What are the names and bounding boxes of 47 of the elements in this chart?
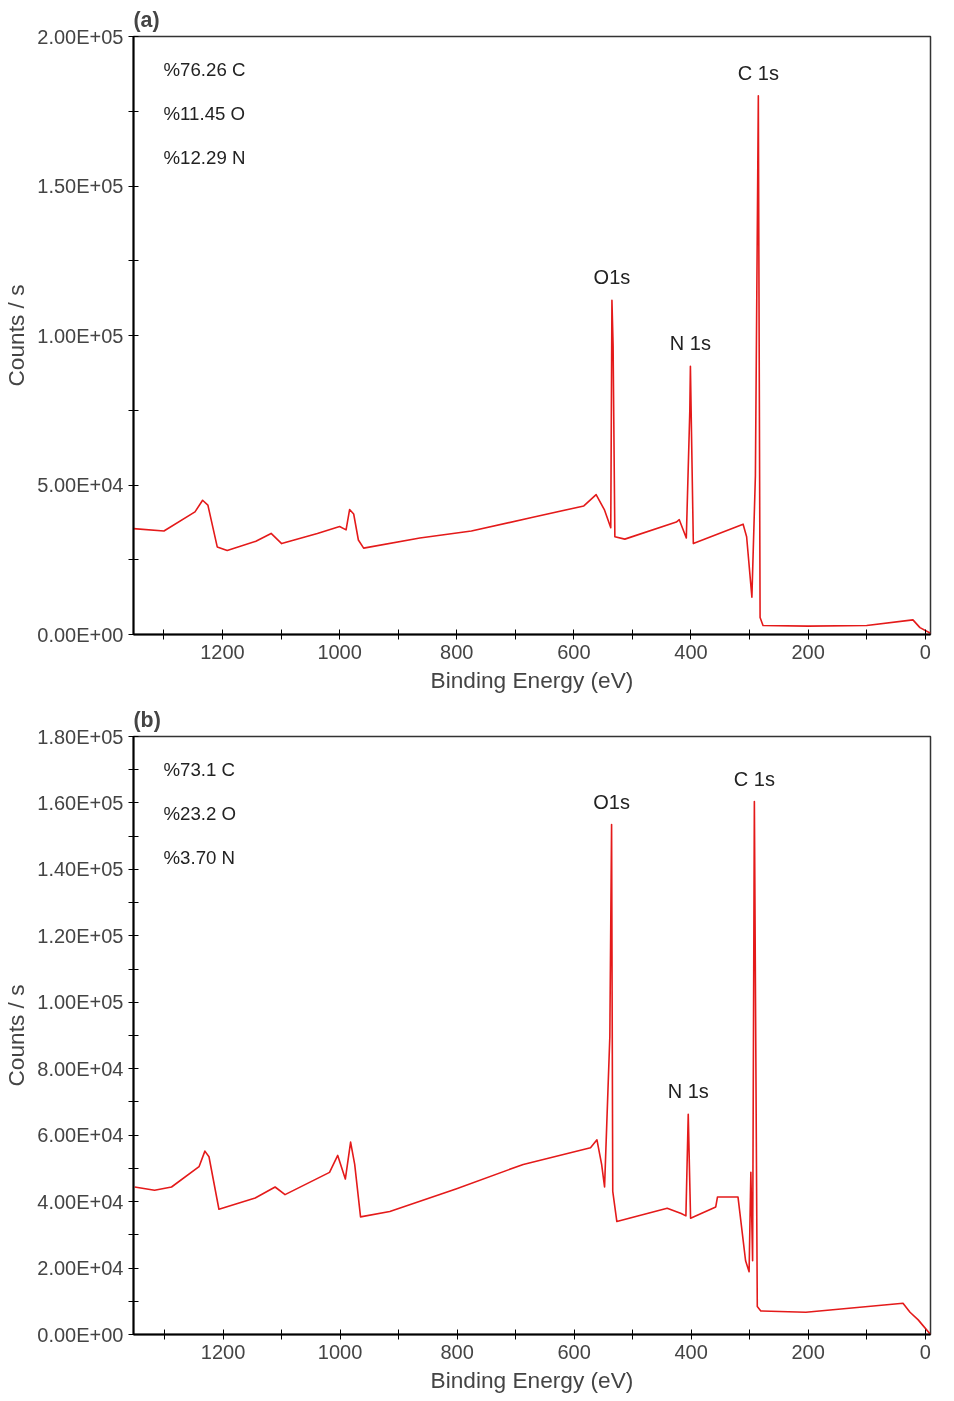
annotation: O1s <box>593 790 630 813</box>
annotation: C 1s <box>737 61 779 84</box>
y-tick-label: 5.00E+04 <box>37 474 124 496</box>
annotation: N 1s <box>667 1080 709 1103</box>
y-tick-label: 4.00E+04 <box>37 1190 124 1213</box>
annotation: %12.29 N <box>163 146 246 168</box>
x-tick-label: 600 <box>557 1340 591 1363</box>
y-tick-label: 6.00E+04 <box>37 1124 124 1147</box>
y-axis-title: Counts / s <box>3 284 30 387</box>
chart-title: (a) <box>133 7 160 32</box>
x-tick-label: 200 <box>791 1340 825 1363</box>
x-tick-label: 0 <box>919 1340 931 1363</box>
x-axis-title: Binding Energy (eV) <box>430 1366 634 1393</box>
x-tick-label: 400 <box>674 1340 708 1363</box>
y-tick-label: 1.00E+05 <box>37 991 124 1014</box>
x-tick-label: 800 <box>440 1340 474 1363</box>
chart-title: (b) <box>133 707 161 732</box>
y-tick-label: 1.80E+05 <box>37 725 124 748</box>
x-tick-label: 1000 <box>317 640 362 663</box>
x-tick-label: 800 <box>440 640 474 663</box>
y-axis-title: Counts / s <box>3 984 30 1087</box>
x-tick-label: 0 <box>919 640 931 663</box>
y-tick-label: 1.50E+05 <box>37 175 124 197</box>
y-tick-label: 1.40E+05 <box>37 858 124 881</box>
annotation: %11.45 O <box>163 102 246 124</box>
annotation: C 1s <box>733 767 775 790</box>
x-tick-label: 1000 <box>317 1340 363 1363</box>
y-tick-label: 2.00E+04 <box>37 1257 124 1280</box>
annotation: O1s <box>593 266 631 289</box>
annotation: %73.1 C <box>163 758 236 780</box>
x-axis-title: Binding Energy (eV) <box>430 666 634 693</box>
y-tick-label: 1.00E+05 <box>37 324 124 347</box>
x-tick-label: 600 <box>557 640 591 663</box>
annotation: %76.26 C <box>163 58 246 80</box>
x-tick-label: 200 <box>791 640 825 663</box>
x-tick-label: 1200 <box>200 640 245 663</box>
annotation: N 1s <box>669 332 711 355</box>
x-tick-label: 400 <box>674 640 708 663</box>
annotation: %23.2 O <box>163 802 237 824</box>
y-tick-label: 1.60E+05 <box>37 791 124 814</box>
y-tick-label: 0.00E+00 <box>37 623 124 646</box>
y-tick-label: 1.20E+05 <box>37 924 124 947</box>
y-tick-label: 2.00E+05 <box>37 25 124 48</box>
y-tick-label: 0.00E+00 <box>37 1323 124 1346</box>
x-tick-label: 1200 <box>200 1340 246 1363</box>
y-tick-label: 8.00E+04 <box>37 1057 124 1080</box>
annotation: %3.70 N <box>163 846 236 868</box>
